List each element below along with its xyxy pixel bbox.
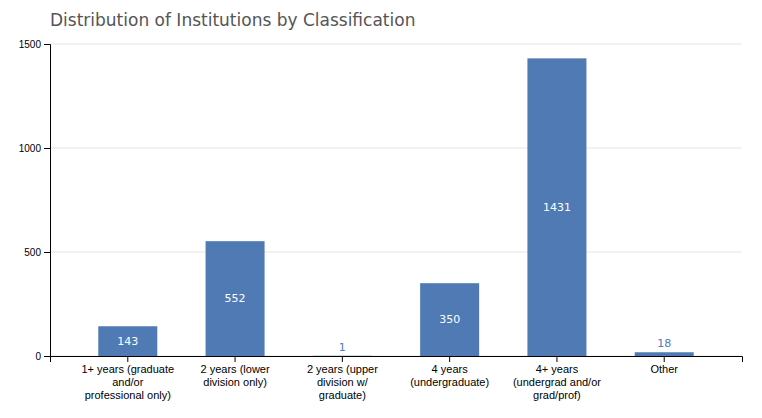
data-label: 350 (439, 313, 460, 326)
y-tick-label: 1000 (19, 143, 42, 154)
x-tick-mark (556, 356, 557, 362)
data-label: 552 (225, 292, 246, 305)
x-tick-label-line: 2 years (upper (307, 363, 378, 375)
y-tick-mark (44, 252, 50, 253)
y-tick: 500 (24, 247, 50, 258)
x-tick-mark (127, 356, 128, 362)
data-label: 18 (657, 337, 671, 350)
x-tick-label: 1+ years (graduateand/orprofessional onl… (81, 363, 174, 401)
title: Distribution of Institutions by Classifi… (50, 10, 415, 30)
x-tick-mark (235, 356, 236, 362)
x-tick-label-line: division only) (203, 376, 267, 388)
x-tick-label-line: (undergraduate) (410, 376, 489, 388)
x-tick-label-line: Other (650, 363, 678, 375)
x-tick-label: 4 years(undergraduate) (410, 363, 489, 388)
x-tick-label-line: grad/prof) (533, 389, 581, 401)
y-tick: 1500 (19, 39, 50, 50)
grid-line (50, 252, 742, 253)
bar (98, 326, 157, 356)
x-tick-label-line: professional only) (85, 389, 171, 401)
x-tick-label-line: graduate) (319, 389, 366, 401)
x-axis-line (51, 357, 743, 363)
bar (635, 352, 694, 356)
grid (50, 44, 742, 356)
x-tick-mark (449, 356, 450, 362)
x-tick: 2 years (lowerdivision only) (201, 356, 270, 388)
bar (420, 283, 479, 356)
y-tick-label: 500 (24, 247, 41, 258)
bars (98, 58, 693, 356)
x-tick: 4+ years(undergrad and/orgrad/prof) (513, 356, 601, 401)
data-label: 1 (339, 341, 346, 354)
y-tick-mark (44, 356, 50, 357)
x-tick-label-line: 2 years (lower (201, 363, 270, 375)
bar (527, 58, 586, 356)
data-label: 143 (117, 335, 138, 348)
x-tick-label-line: (undergrad and/or (513, 376, 601, 388)
y-tick: 1000 (19, 143, 50, 154)
x-tick-label: 2 years (lowerdivision only) (201, 363, 270, 388)
grid-line (50, 148, 742, 149)
bar (313, 355, 372, 356)
grid-line (50, 44, 742, 45)
y-tick-mark (44, 44, 50, 45)
x-tick-label-line: 4+ years (536, 363, 579, 375)
x-tick-mark (664, 356, 665, 362)
x-tick: Other (650, 356, 678, 375)
x-tick-label: 4+ years(undergrad and/orgrad/prof) (513, 363, 601, 401)
x-axis: 1+ years (graduateand/orprofessional onl… (51, 356, 743, 401)
y-axis-line (44, 45, 51, 357)
y-tick-label: 0 (35, 351, 41, 362)
x-tick-label-line: and/or (112, 376, 144, 388)
y-tick-mark (44, 148, 50, 149)
x-tick: 1+ years (graduateand/orprofessional onl… (81, 356, 174, 401)
y-tick-label: 1500 (19, 39, 42, 50)
x-tick: 4 years(undergraduate) (410, 356, 489, 388)
data-label: 1431 (543, 201, 571, 214)
x-tick-label-line: 1+ years (graduate (81, 363, 174, 375)
chart: 0 500 1000 1500 1+ years (graduateand/orprof… (0, 0, 762, 418)
data-labels: 143 552 1 350 1431 18 (117, 201, 671, 354)
y-tick: 0 (35, 351, 50, 362)
x-tick-label-line: 4 years (432, 363, 469, 375)
x-tick: 2 years (upperdivision w/graduate) (307, 356, 378, 401)
x-tick-mark (342, 356, 343, 362)
y-axis: 0 500 1000 1500 (19, 39, 51, 362)
bar (206, 241, 265, 356)
x-tick-label: Other (650, 363, 678, 375)
x-tick-label-line: division w/ (317, 376, 369, 388)
x-tick-label: 2 years (upperdivision w/graduate) (307, 363, 378, 401)
plot: 0 500 1000 1500 1+ years (graduateand/orprof… (19, 39, 743, 402)
